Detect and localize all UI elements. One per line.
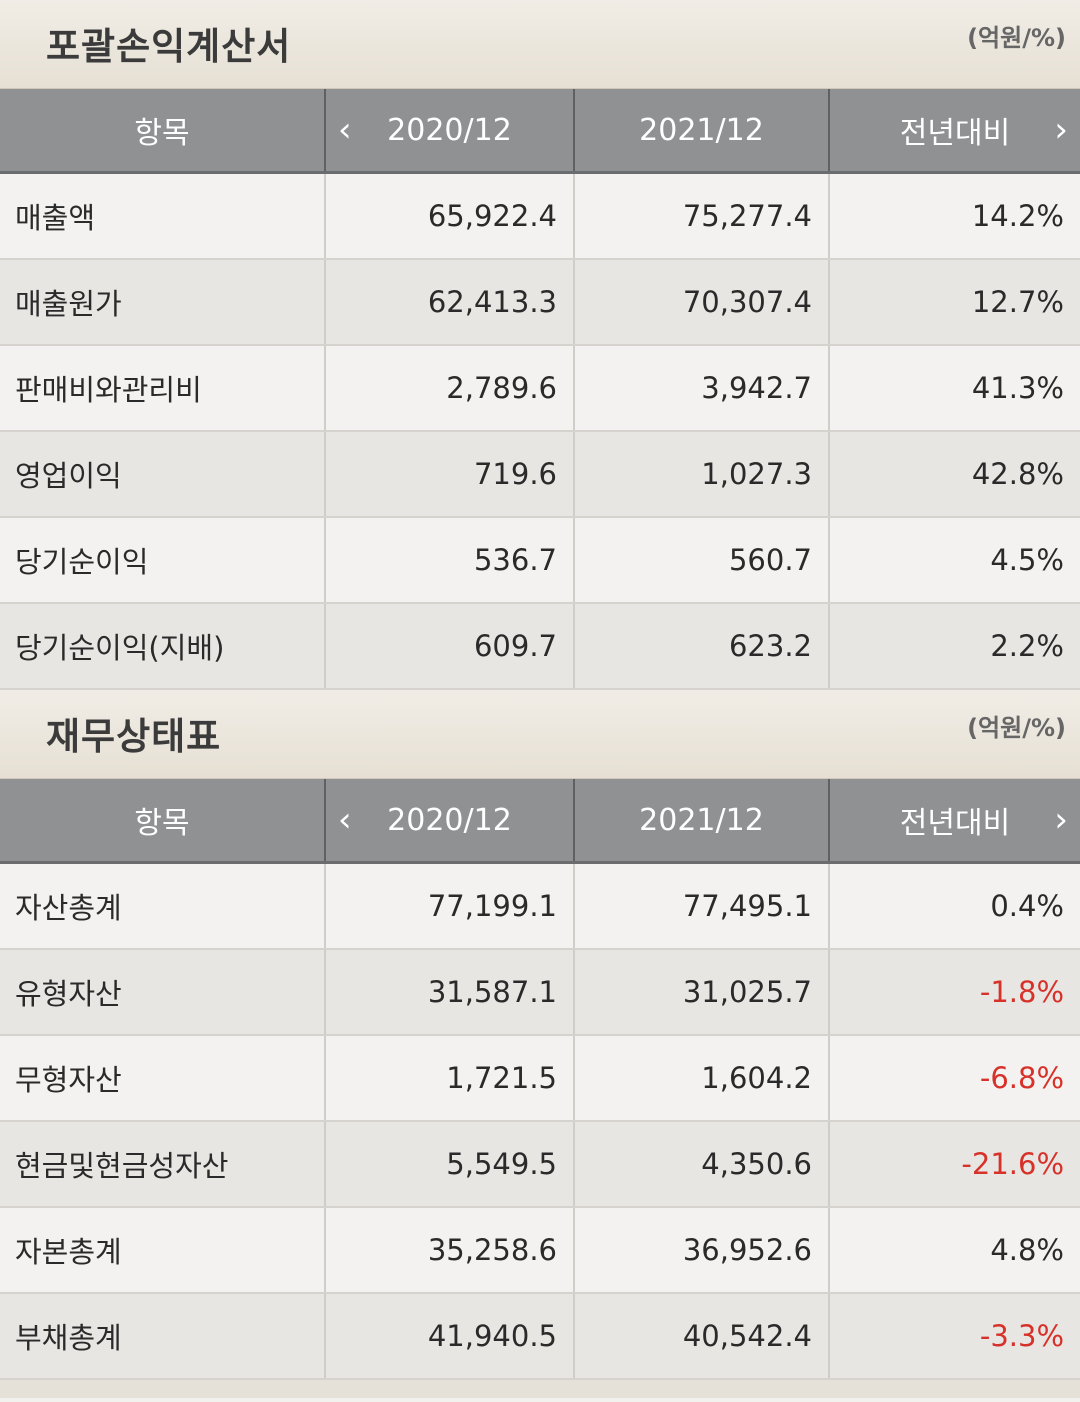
row-label: 영업이익 <box>0 431 326 518</box>
value-2020: 1,721.5 <box>325 1035 575 1122</box>
header-2021-label: 2021/12 <box>639 802 764 838</box>
table-row[interactable]: 현금및현금성자산 5,549.5 4,350.6 -21.6% <box>0 1121 1080 1208</box>
value-yoy: 42.8% <box>829 431 1080 518</box>
table-row[interactable]: 유형자산 31,587.1 31,025.7 -1.8% <box>0 949 1080 1036</box>
row-label: 당기순이익 <box>0 517 326 604</box>
table-row[interactable]: 영업이익 719.6 1,027.3 42.8% <box>0 431 1080 518</box>
value-2020: 609.7 <box>325 603 575 690</box>
header-2020: ‹ 2020/12 <box>325 89 575 174</box>
table-row[interactable]: 당기순이익 536.7 560.7 4.5% <box>0 517 1080 604</box>
value-2021: 40,542.4 <box>574 1293 830 1380</box>
value-2021: 75,277.4 <box>574 172 830 260</box>
value-yoy: -1.8% <box>829 949 1080 1036</box>
balance-sheet-header: 재무상태표 (억원/%) <box>0 690 1080 779</box>
section-title: 포괄손익계산서 <box>46 25 292 68</box>
table-header-row: 항목 ‹ 2020/12 2021/12 전년대비 › <box>0 779 1080 864</box>
table-row[interactable]: 자본총계 35,258.6 36,952.6 4.8% <box>0 1207 1080 1294</box>
value-yoy: -3.3% <box>829 1293 1080 1380</box>
value-yoy: 2.2% <box>829 603 1080 690</box>
row-label: 현금및현금성자산 <box>0 1121 326 1208</box>
value-2021: 3,942.7 <box>574 345 830 432</box>
value-2020: 77,199.1 <box>325 862 575 950</box>
header-2021: 2021/12 <box>574 89 830 174</box>
row-label: 유형자산 <box>0 949 326 1036</box>
value-2020: 65,922.4 <box>325 172 575 260</box>
value-yoy: -21.6% <box>829 1121 1080 1208</box>
header-2020: ‹ 2020/12 <box>325 779 575 864</box>
header-yoy: 전년대비 › <box>829 89 1080 174</box>
chevron-right-icon[interactable]: › <box>1054 110 1068 150</box>
balance-sheet-table: 항목 ‹ 2020/12 2021/12 전년대비 › 자산총계 77,199.1… <box>0 779 1080 1380</box>
value-2021: 560.7 <box>574 517 830 604</box>
row-label: 무형자산 <box>0 1035 326 1122</box>
value-yoy: 12.7% <box>829 259 1080 346</box>
table-row[interactable]: 매출액 65,922.4 75,277.4 14.2% <box>0 172 1080 260</box>
row-label: 판매비와관리비 <box>0 345 326 432</box>
value-2020: 536.7 <box>325 517 575 604</box>
row-label: 매출원가 <box>0 259 326 346</box>
header-2020-label: 2020/12 <box>387 802 512 838</box>
value-2020: 62,413.3 <box>325 259 575 346</box>
header-2020-label: 2020/12 <box>387 112 512 148</box>
value-yoy: 41.3% <box>829 345 1080 432</box>
value-2021: 623.2 <box>574 603 830 690</box>
value-2020: 719.6 <box>325 431 575 518</box>
value-2020: 41,940.5 <box>325 1293 575 1380</box>
value-2020: 31,587.1 <box>325 949 575 1036</box>
value-yoy: 0.4% <box>829 862 1080 950</box>
value-2021: 77,495.1 <box>574 862 830 950</box>
table-row[interactable]: 매출원가 62,413.3 70,307.4 12.7% <box>0 259 1080 346</box>
row-label: 자본총계 <box>0 1207 326 1294</box>
chevron-left-icon[interactable]: ‹ <box>338 110 352 150</box>
header-yoy: 전년대비 › <box>829 779 1080 864</box>
value-2021: 70,307.4 <box>574 259 830 346</box>
chevron-left-icon[interactable]: ‹ <box>338 800 352 840</box>
value-yoy: 4.8% <box>829 1207 1080 1294</box>
table-header-row: 항목 ‹ 2020/12 2021/12 전년대비 › <box>0 89 1080 174</box>
income-statement-header: 포괄손익계산서 (억원/%) <box>0 0 1080 89</box>
section-title: 재무상태표 <box>46 715 222 758</box>
row-label: 부채총계 <box>0 1293 326 1380</box>
header-item: 항목 <box>0 779 326 864</box>
row-label: 자산총계 <box>0 862 326 950</box>
header-2021-label: 2021/12 <box>639 112 764 148</box>
value-2020: 35,258.6 <box>325 1207 575 1294</box>
value-yoy: 4.5% <box>829 517 1080 604</box>
value-2021: 36,952.6 <box>574 1207 830 1294</box>
value-2021: 1,027.3 <box>574 431 830 518</box>
table-row[interactable]: 당기순이익(지배) 609.7 623.2 2.2% <box>0 603 1080 690</box>
header-yoy-label: 전년대비 <box>899 116 1011 151</box>
header-item: 항목 <box>0 89 326 174</box>
bottom-divider <box>0 1380 1080 1398</box>
row-label: 매출액 <box>0 172 326 260</box>
unit-label: (억원/%) <box>967 714 1066 742</box>
table-row[interactable]: 무형자산 1,721.5 1,604.2 -6.8% <box>0 1035 1080 1122</box>
header-item-label: 항목 <box>134 806 190 841</box>
header-yoy-label: 전년대비 <box>899 806 1011 841</box>
value-2021: 4,350.6 <box>574 1121 830 1208</box>
value-2021: 1,604.2 <box>574 1035 830 1122</box>
table-row[interactable]: 자산총계 77,199.1 77,495.1 0.4% <box>0 862 1080 950</box>
header-item-label: 항목 <box>134 116 190 151</box>
row-label: 당기순이익(지배) <box>0 603 326 690</box>
income-statement-table: 항목 ‹ 2020/12 2021/12 전년대비 › 매출액 65,922.4 7… <box>0 89 1080 690</box>
table-row[interactable]: 판매비와관리비 2,789.6 3,942.7 41.3% <box>0 345 1080 432</box>
table-row[interactable]: 부채총계 41,940.5 40,542.4 -3.3% <box>0 1293 1080 1380</box>
unit-label: (억원/%) <box>967 24 1066 52</box>
value-yoy: 14.2% <box>829 172 1080 260</box>
value-2020: 2,789.6 <box>325 345 575 432</box>
value-yoy: -6.8% <box>829 1035 1080 1122</box>
header-2021: 2021/12 <box>574 779 830 864</box>
chevron-right-icon[interactable]: › <box>1054 800 1068 840</box>
value-2021: 31,025.7 <box>574 949 830 1036</box>
value-2020: 5,549.5 <box>325 1121 575 1208</box>
